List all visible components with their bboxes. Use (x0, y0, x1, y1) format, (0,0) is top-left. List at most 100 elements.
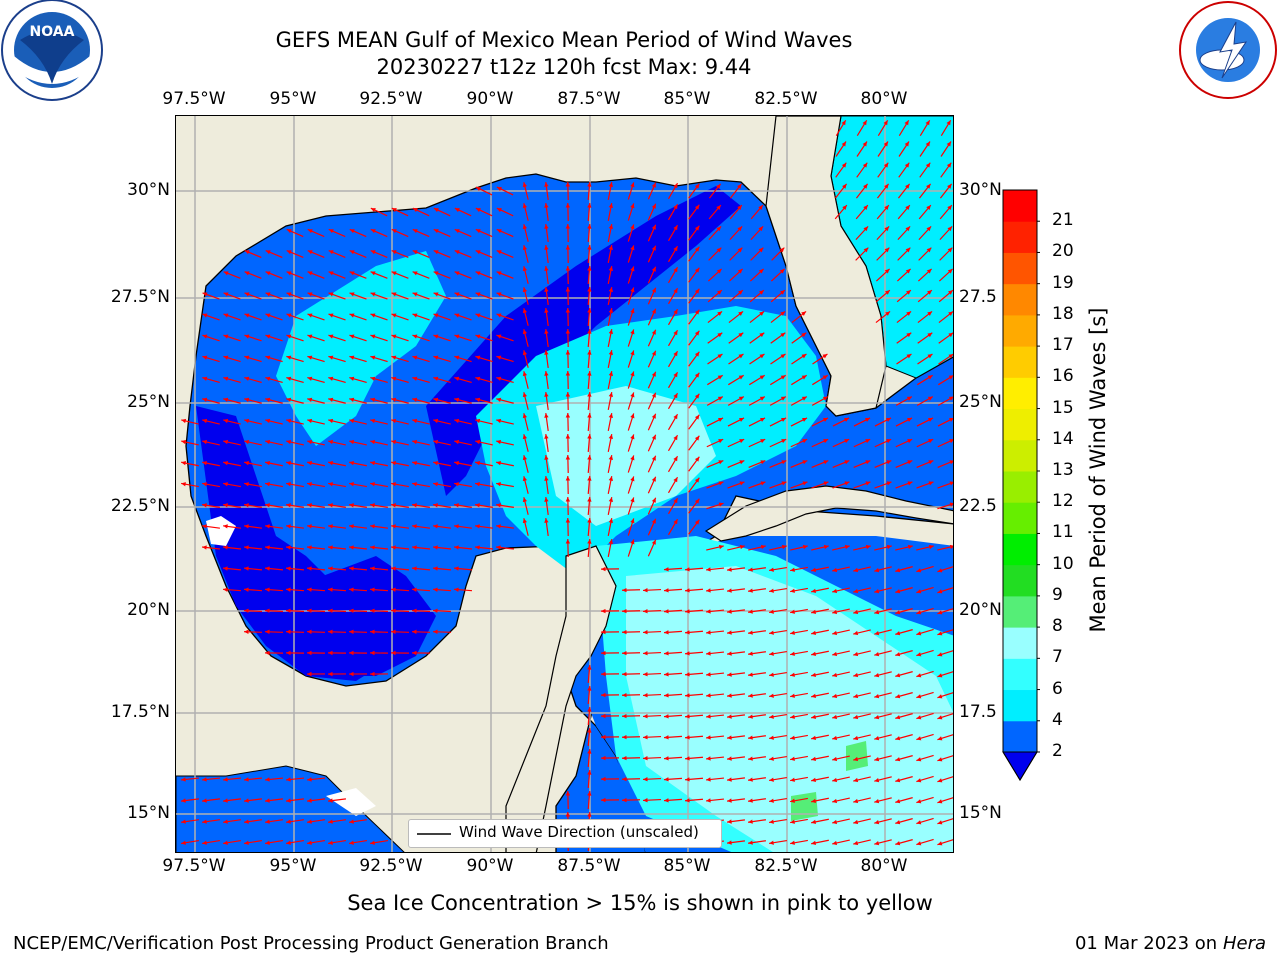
wind-wave-arrow (856, 162, 868, 178)
wind-wave-arrow (937, 713, 953, 720)
wind-wave-arrow (895, 566, 913, 573)
wind-wave-arrow (897, 225, 911, 241)
wind-wave-arrow (348, 566, 368, 571)
wind-wave-arrow (726, 798, 746, 803)
wind-wave-arrow (244, 418, 262, 425)
wind-wave-arrow (370, 460, 388, 467)
wind-wave-arrow (432, 566, 452, 571)
wind-wave-arrow (705, 777, 725, 782)
wind-wave-arrow (544, 266, 549, 284)
wind-wave-arrow (496, 334, 514, 342)
lat-tick-left: 27.5°N (110, 287, 170, 307)
wind-wave-arrow (707, 353, 723, 365)
wind-wave-arrow (587, 391, 592, 411)
wind-wave-arrow (811, 587, 829, 594)
wind-wave-arrow (874, 438, 892, 448)
wind-wave-arrow (475, 228, 493, 238)
wind-wave-arrow (937, 755, 953, 762)
wind-wave-arrow (600, 629, 620, 635)
wind-wave-arrow (370, 503, 388, 508)
wind-wave-arrow (916, 544, 934, 551)
wind-wave-arrow (919, 162, 931, 178)
wind-wave-arrow (790, 797, 808, 803)
wind-wave-arrow (728, 353, 744, 365)
wind-wave-arrow (874, 566, 892, 573)
lon-tick-top: 95°W (269, 89, 317, 109)
wind-wave-arrow (454, 355, 472, 363)
wind-wave-arrow (770, 353, 786, 365)
wind-wave-arrow (369, 587, 389, 592)
wind-wave-arrow (496, 228, 514, 238)
wind-wave-arrow (587, 685, 592, 705)
wind-wave-arrow (432, 545, 452, 550)
wind-wave-arrow (496, 271, 514, 279)
wind-wave-arrow (307, 524, 325, 529)
wind-wave-arrow (938, 310, 953, 324)
wind-wave-arrow (684, 693, 704, 698)
wind-wave-arrow (243, 798, 263, 803)
wind-wave-arrow (769, 650, 787, 656)
lon-tick-bottom: 92.5°W (359, 856, 423, 876)
wind-wave-arrow (222, 566, 242, 571)
wind-wave-arrow (265, 482, 283, 488)
wind-wave-arrow (349, 271, 367, 279)
wind-wave-arrow (433, 334, 451, 342)
colorbar-bin (1003, 658, 1037, 691)
wind-wave-arrow (307, 819, 325, 824)
wind-wave-arrow (726, 756, 746, 761)
wind-wave-arrow (748, 840, 766, 845)
wind-wave-arrow (707, 374, 723, 386)
lon-tick-top: 97.5°W (162, 89, 226, 109)
wind-wave-arrow (667, 287, 679, 305)
wind-wave-arrow (454, 397, 472, 404)
wind-wave-arrow (454, 228, 472, 238)
wind-wave-arrow (647, 413, 657, 431)
wind-wave-arrow (390, 608, 410, 613)
wind-wave-arrow (222, 777, 242, 782)
footer-machine: Hera (1222, 933, 1266, 954)
wind-wave-arrow (433, 228, 451, 238)
colorbar-tick: 9 (1052, 584, 1063, 605)
wind-wave-arrow (522, 518, 529, 536)
wind-wave-arrow (285, 629, 305, 635)
wind-wave-arrow (285, 566, 305, 571)
wind-wave-arrow (265, 839, 283, 845)
lat-tick-left: 30°N (127, 180, 170, 200)
wind-wave-arrow (853, 776, 871, 783)
wind-wave-arrow (688, 204, 700, 220)
wind-wave-arrow (475, 503, 493, 508)
colorbar-tick: 11 (1052, 522, 1074, 543)
wind-wave-arrow (201, 777, 221, 782)
wind-wave-arrow (642, 672, 662, 677)
wind-wave-arrow (370, 355, 388, 363)
wind-wave-arrow (688, 309, 700, 325)
wind-wave-arrow (811, 417, 829, 427)
wind-wave-arrow (433, 271, 451, 279)
wind-wave-arrow (853, 650, 871, 657)
wind-wave-arrow (705, 567, 725, 572)
deep-blue-band (296, 556, 436, 676)
wind-wave-arrow (874, 734, 892, 741)
wind-wave-arrow (522, 329, 529, 347)
wind-wave-arrow (286, 418, 304, 425)
wind-wave-arrow (937, 818, 953, 825)
wind-wave-arrow (790, 629, 808, 635)
wind-wave-arrow (370, 292, 388, 300)
wind-wave-arrow (264, 629, 284, 635)
legend-label: Wind Wave Direction (unscaled) (459, 823, 699, 841)
wind-wave-arrow (748, 544, 766, 551)
wind-wave-arrow (917, 310, 933, 324)
wind-wave-arrow (647, 497, 657, 515)
wind-wave-arrow (832, 460, 850, 468)
colorbar-tick: 19 (1052, 272, 1074, 293)
wind-wave-arrow (391, 460, 409, 467)
wind-wave-arrow (607, 329, 614, 347)
wind-wave-arrow (790, 417, 808, 427)
wind-wave-arrow (895, 417, 913, 427)
island (326, 788, 376, 816)
wind-wave-arrow (916, 565, 934, 573)
wind-wave-arrow (496, 503, 514, 508)
wind-wave-arrow (916, 586, 934, 594)
wind-wave-arrow (243, 545, 263, 550)
deep-blue-band (426, 186, 741, 496)
